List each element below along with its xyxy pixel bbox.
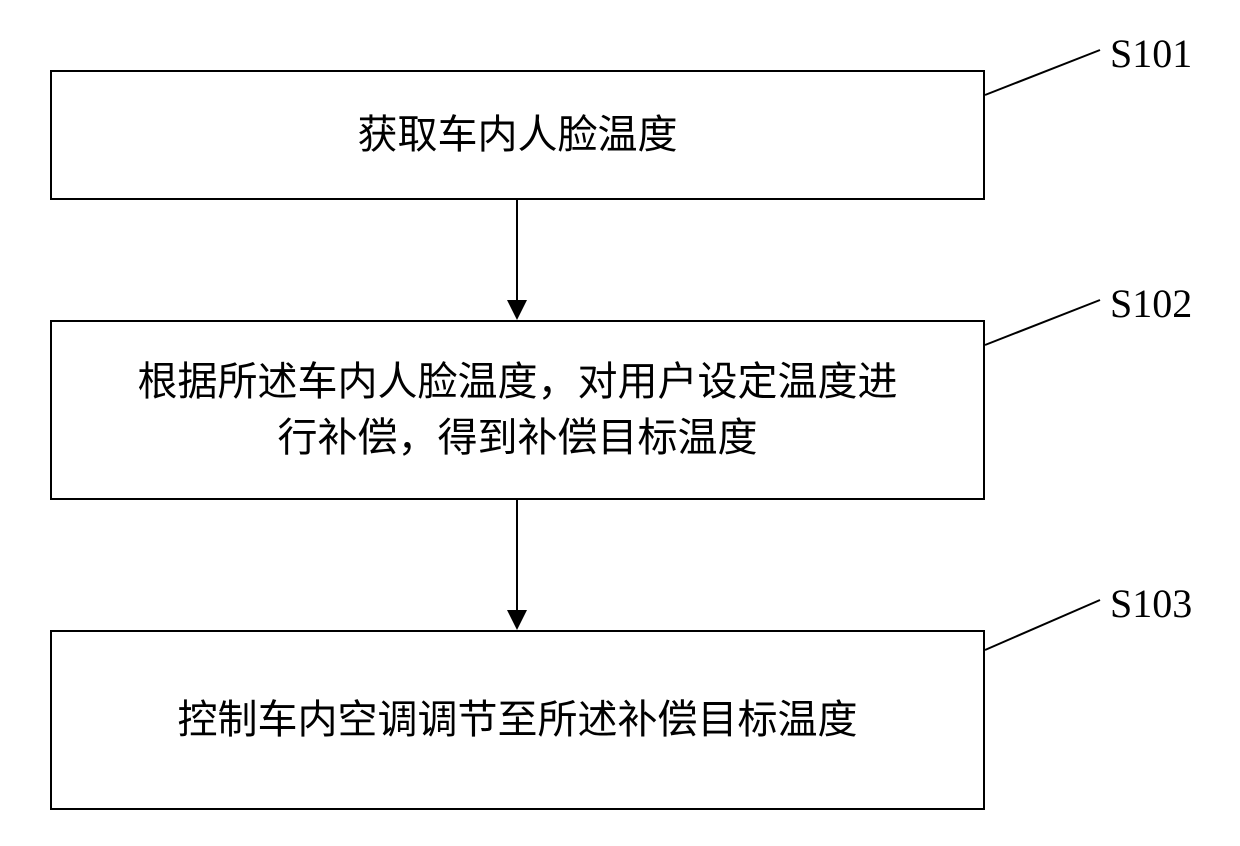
- step-label-1: S101: [1110, 30, 1192, 77]
- flow-step-2: 根据所述车内人脸温度，对用户设定温度进行补偿，得到补偿目标温度: [50, 320, 985, 500]
- flow-step-1-text: 获取车内人脸温度: [358, 107, 678, 163]
- flow-step-2-text: 根据所述车内人脸温度，对用户设定温度进行补偿，得到补偿目标温度: [138, 354, 898, 466]
- flow-step-3: 控制车内空调调节至所述补偿目标温度: [50, 630, 985, 810]
- flow-step-3-text: 控制车内空调调节至所述补偿目标温度: [178, 692, 858, 748]
- step-label-2: S102: [1110, 280, 1192, 327]
- flow-step-1: 获取车内人脸温度: [50, 70, 985, 200]
- flowchart-container: 获取车内人脸温度 S101 根据所述车内人脸温度，对用户设定温度进行补偿，得到补…: [0, 0, 1240, 846]
- step-label-3: S103: [1110, 580, 1192, 627]
